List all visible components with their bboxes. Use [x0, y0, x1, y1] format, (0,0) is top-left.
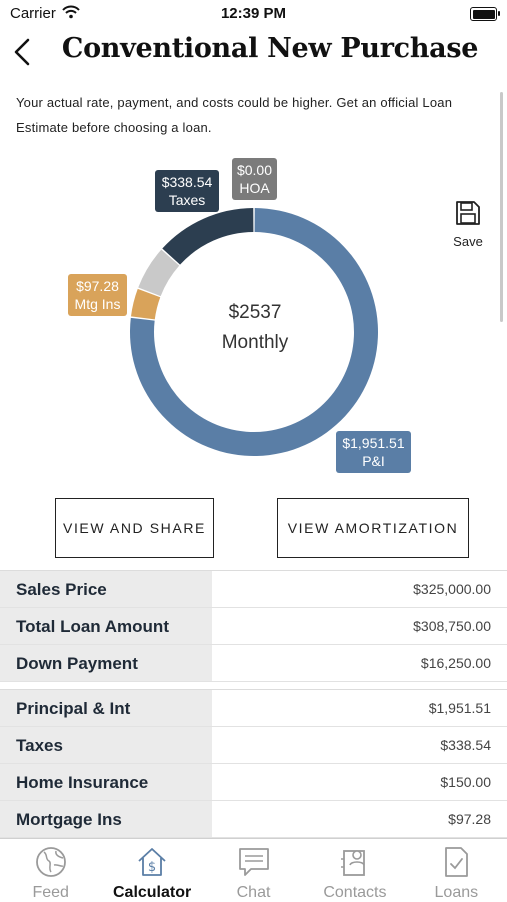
- carrier-label: Carrier: [10, 5, 56, 22]
- tab-loans[interactable]: Loans: [406, 839, 507, 901]
- row-value: $16,250.00: [420, 655, 491, 671]
- monthly-payment-donut-chart: [130, 208, 379, 456]
- tab-contacts[interactable]: Contacts: [304, 839, 405, 901]
- pi-callout-label: P&I: [362, 453, 385, 469]
- loan-summary-table: Sales Price $325,000.00 Total Loan Amoun…: [0, 570, 507, 682]
- view-amortization-button[interactable]: VIEW AMORTIZATION: [277, 498, 469, 558]
- table-row: Sales Price $325,000.00: [0, 571, 507, 608]
- tab-bar: Feed $ Calculator Chat Contacts Loans: [0, 838, 507, 901]
- tab-feed[interactable]: Feed: [0, 839, 101, 901]
- chat-bubble-icon: [238, 848, 269, 876]
- chart-center-amount: $2537: [228, 302, 282, 323]
- donut-slice-mtg-ins: [130, 288, 161, 320]
- pi-callout: $1,951.51 P&I: [336, 431, 411, 473]
- table-row: Mortgage Ins $97.28: [0, 801, 507, 838]
- row-value: $325,000.00: [413, 581, 491, 597]
- tab-chat-label: Chat: [236, 884, 271, 901]
- table-row: Home Insurance $150.00: [0, 764, 507, 801]
- row-value: $338.54: [440, 737, 491, 753]
- taxes-callout: $338.54 Taxes: [155, 170, 219, 212]
- hoa-callout-value: $0.00: [236, 162, 273, 178]
- pi-callout-value: $1,951.51: [342, 435, 405, 451]
- scroll-indicator[interactable]: [500, 92, 503, 322]
- row-label: Mortgage Ins: [16, 810, 122, 829]
- row-label: Total Loan Amount: [16, 617, 169, 636]
- row-label: Home Insurance: [16, 773, 149, 792]
- save-button[interactable]: Save: [445, 200, 491, 252]
- donut-slice-home-insurance: [138, 249, 180, 297]
- disclaimer-text: Your actual rate, payment, and costs cou…: [16, 95, 453, 135]
- donut-slice-taxes: [162, 208, 254, 265]
- view-and-share-button[interactable]: VIEW AND SHARE: [55, 498, 214, 558]
- taxes-callout-label: Taxes: [168, 192, 206, 208]
- floppy-disk-icon: [456, 201, 480, 225]
- row-value: $1,951.51: [428, 700, 491, 716]
- taxes-callout-value: $338.54: [161, 174, 213, 190]
- table-row: Total Loan Amount $308,750.00: [0, 608, 507, 645]
- mtg-ins-callout-value: $97.28: [76, 278, 119, 294]
- chevron-left-icon: [14, 38, 30, 66]
- wifi-icon: [62, 5, 80, 23]
- row-label: Down Payment: [16, 654, 138, 673]
- contacts-icon: [340, 850, 365, 876]
- svg-text:$: $: [148, 860, 156, 875]
- hoa-callout: $0.00 HOA: [232, 158, 277, 200]
- row-value: $97.28: [448, 811, 491, 827]
- tab-contacts-label: Contacts: [323, 884, 387, 901]
- status-bar: Carrier 12:39 PM: [0, 0, 507, 28]
- row-value: $308,750.00: [413, 618, 491, 634]
- globe-icon: [35, 847, 66, 877]
- table-row: Down Payment $16,250.00: [0, 645, 507, 682]
- payment-breakdown-table: Principal & Int $1,951.51 Taxes $338.54 …: [0, 689, 507, 838]
- mtg-ins-callout-label: Mtg Ins: [74, 296, 121, 312]
- battery-icon: [470, 7, 500, 21]
- page-title: Conventional New Purchase: [61, 33, 479, 64]
- tab-calculator-label: Calculator: [112, 884, 192, 901]
- save-label: Save: [453, 234, 483, 249]
- tab-loans-label: Loans: [434, 884, 479, 901]
- tab-calculator[interactable]: $ Calculator: [101, 839, 202, 901]
- tab-feed-label: Feed: [32, 884, 69, 901]
- house-dollar-icon: $: [138, 848, 166, 876]
- table-row: Principal & Int $1,951.51: [0, 690, 507, 727]
- chart-center-label: Monthly: [221, 332, 289, 353]
- table-row: Taxes $338.54: [0, 727, 507, 764]
- tab-chat[interactable]: Chat: [203, 839, 304, 901]
- row-label: Sales Price: [16, 580, 107, 599]
- hoa-callout-label: HOA: [239, 180, 270, 196]
- row-label: Taxes: [16, 736, 63, 755]
- row-value: $150.00: [440, 774, 491, 790]
- mtg-ins-callout: $97.28 Mtg Ins: [68, 274, 127, 316]
- document-check-icon: [445, 847, 469, 877]
- row-label: Principal & Int: [16, 699, 131, 718]
- status-time: 12:39 PM: [220, 5, 287, 22]
- back-button[interactable]: [10, 36, 38, 68]
